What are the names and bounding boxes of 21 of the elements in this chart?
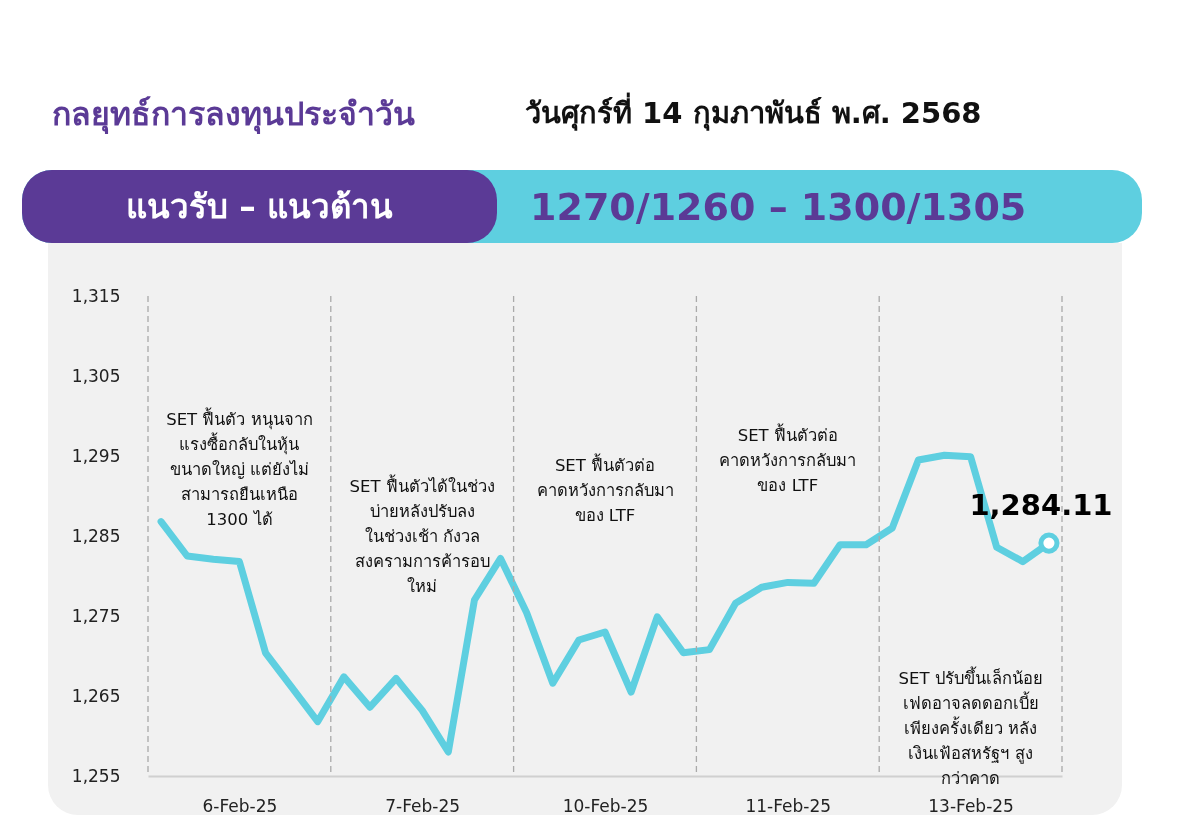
text: 1270/1260 – 1300/1305 xyxy=(530,183,1027,231)
chart-subtitle: วันศุกร์ที่ 14 กุมภาพันธ์ พ.ศ. 2568 xyxy=(525,91,982,133)
y-tick-label: 1,255 xyxy=(71,765,121,786)
annotation: SET ฟื้นตัว หนุนจาก แรงซื้อกลับในหุ้น ขนาดใหญ่ แต่ยังไม่ สามารถยืนเหนือ 1300 ได้ xyxy=(166,407,313,529)
x-tick-label: 11-Feb-25 xyxy=(745,795,832,816)
y-tick-label: 1,285 xyxy=(71,525,121,546)
text: แนวรับ – แนวต้าน xyxy=(22,170,497,243)
chart-title: กลยุทธ์การลงทุนประจำวัน xyxy=(52,94,415,136)
y-tick-label: 1,295 xyxy=(71,445,121,466)
y-tick-label: 1,305 xyxy=(71,365,121,386)
x-tick-label: 7-Feb-25 xyxy=(385,795,461,816)
annotation: SET ฟื้นตัวต่อ คาดหวังการกลับมา ของ LTF xyxy=(719,423,857,495)
annotation: SET ปรับขึ้นเล็กน้อย เฟดอาจลดดอกเบี้ย เพียงครั้งเดียว หลัง เงินเฟ้อสหรัฐฯ สูง กว่าคาด xyxy=(898,666,1043,788)
x-tick-label: 10-Feb-25 xyxy=(562,795,649,816)
y-tick-label: 1,275 xyxy=(71,605,121,626)
y-tick-label: 1,315 xyxy=(71,285,121,306)
annotation: SET ฟื้นตัวต่อ คาดหวังการกลับมา ของ LTF xyxy=(536,453,674,525)
y-tick-label: 1,265 xyxy=(71,685,121,706)
x-tick-label: 13-Feb-25 xyxy=(928,795,1014,816)
x-tick-label: 6-Feb-25 xyxy=(202,795,278,816)
annotation: SET ฟื้นตัวได้ในช่วง บ่ายหลังปรับลง ในช่วงเช้า กังวล สงครามการค้ารอบ ใหม่ xyxy=(349,474,495,596)
